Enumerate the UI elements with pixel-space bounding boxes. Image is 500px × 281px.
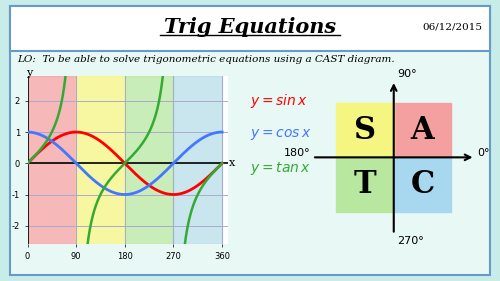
- Text: C: C: [410, 169, 434, 200]
- Text: $y = tan\,x$: $y = tan\,x$: [250, 160, 311, 177]
- Text: 180°: 180°: [284, 148, 310, 158]
- Bar: [394, 103, 451, 157]
- Text: 90°: 90°: [397, 69, 417, 79]
- Bar: [336, 103, 394, 157]
- Text: 0°: 0°: [477, 148, 490, 158]
- Text: T: T: [354, 169, 376, 200]
- Text: x: x: [228, 158, 235, 168]
- Text: 06/12/2015: 06/12/2015: [422, 22, 482, 31]
- Bar: [336, 157, 394, 212]
- Bar: [76, 76, 125, 244]
- Text: A: A: [410, 115, 434, 146]
- Bar: [28, 76, 76, 244]
- Text: y: y: [26, 68, 32, 78]
- Text: S: S: [354, 115, 376, 146]
- FancyBboxPatch shape: [10, 6, 490, 51]
- FancyBboxPatch shape: [10, 6, 490, 275]
- Text: Trig Equations: Trig Equations: [164, 17, 336, 37]
- Bar: [394, 157, 451, 212]
- Text: $y = cos\,x$: $y = cos\,x$: [250, 127, 312, 142]
- Bar: [125, 76, 174, 244]
- Text: LO:  To be able to solve trigonometric equations using a CAST diagram.: LO: To be able to solve trigonometric eq…: [18, 55, 395, 64]
- Bar: [174, 76, 222, 244]
- Text: 270°: 270°: [397, 236, 424, 246]
- Text: $y = sin\,x$: $y = sin\,x$: [250, 92, 308, 110]
